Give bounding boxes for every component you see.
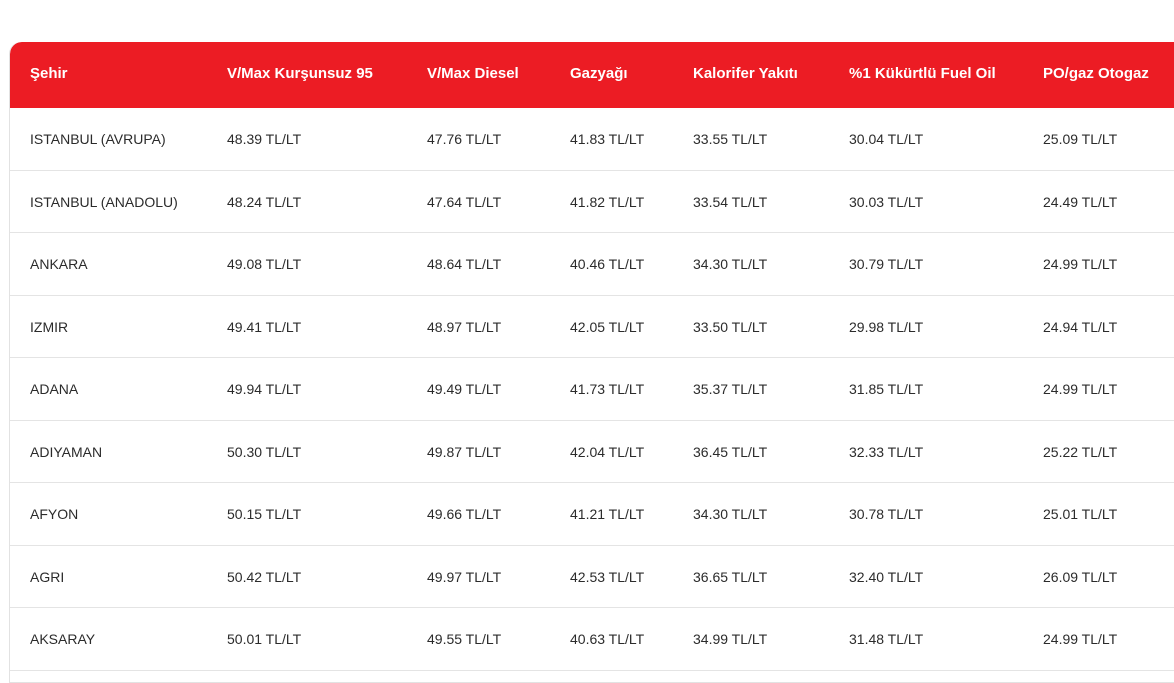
price-cell: 24.99 TL/LT <box>1043 631 1118 647</box>
price-cell: 30.04 TL/LT <box>849 131 924 147</box>
price-cell: 25.22 TL/LT <box>1043 443 1118 460</box>
price-cell: 30.03 TL/LT <box>849 193 924 210</box>
price-cell: 32.33 TL/LT <box>849 443 924 460</box>
price-cell: 32.40 TL/LT <box>849 568 924 585</box>
city-cell: AGRI <box>30 568 65 585</box>
price-cell: 34.99 TL/LT <box>693 631 768 647</box>
column-header-vmax-kursunsuz-95[interactable]: V/Max Kurşunsuz 95 <box>227 65 373 82</box>
price-cell: 41.83 TL/LT <box>570 131 645 147</box>
city-cell: AKSARAY <box>30 631 96 647</box>
price-cell: 49.97 TL/LT <box>427 568 502 585</box>
price-cell: 49.94 TL/LT <box>227 381 302 397</box>
table-row: AFYON 50.15 TL/LT 49.66 TL/LT 41.21 TL/L… <box>10 483 1174 546</box>
city-cell: IZMIR <box>30 318 69 335</box>
price-cell: 26.09 TL/LT <box>1043 568 1118 585</box>
price-cell: 34.30 TL/LT <box>693 506 768 522</box>
price-cell: 49.41 TL/LT <box>227 318 302 335</box>
price-cell: 40.63 TL/LT <box>570 631 645 647</box>
price-cell: 35.37 TL/LT <box>693 381 768 397</box>
price-cell: 50.01 TL/LT <box>227 631 302 647</box>
price-cell: 36.45 TL/LT <box>693 443 768 460</box>
price-cell: 29.98 TL/LT <box>849 318 924 335</box>
price-cell: 50.30 TL/LT <box>227 443 302 460</box>
column-header-vmax-diesel[interactable]: V/Max Diesel <box>427 65 519 82</box>
price-cell: 41.73 TL/LT <box>570 381 645 397</box>
table-row: AKSARAY 50.01 TL/LT 49.55 TL/LT 40.63 TL… <box>10 608 1174 671</box>
table-row: ISTANBUL (AVRUPA) 48.39 TL/LT 47.76 TL/L… <box>10 108 1174 171</box>
price-cell: 33.50 TL/LT <box>693 318 768 335</box>
price-cell: 48.24 TL/LT <box>227 193 302 210</box>
city-cell: ISTANBUL (ANADOLU) <box>30 193 178 210</box>
price-cell: 48.97 TL/LT <box>427 318 502 335</box>
price-cell: 49.87 TL/LT <box>427 443 502 460</box>
price-cell: 50.42 TL/LT <box>227 568 302 585</box>
city-cell: ISTANBUL (AVRUPA) <box>30 131 166 147</box>
price-cell: 25.01 TL/LT <box>1043 506 1118 522</box>
price-cell: 31.85 TL/LT <box>849 381 924 397</box>
price-cell: 36.65 TL/LT <box>693 568 768 585</box>
city-cell: ADANA <box>30 381 79 397</box>
table-row: ADANA 49.94 TL/LT 49.49 TL/LT 41.73 TL/L… <box>10 358 1174 421</box>
price-cell: 41.21 TL/LT <box>570 506 645 522</box>
price-cell: 31.48 TL/LT <box>849 631 924 647</box>
price-cell: 41.82 TL/LT <box>570 193 645 210</box>
column-header-fuel-oil[interactable]: %1 Kükürtlü Fuel Oil <box>849 65 996 82</box>
price-cell: 42.53 TL/LT <box>570 568 645 585</box>
city-cell: ADIYAMAN <box>30 443 103 460</box>
city-cell: AFYON <box>30 506 79 522</box>
price-cell: 24.94 TL/LT <box>1043 318 1118 335</box>
price-cell: 33.54 TL/LT <box>693 193 768 210</box>
price-cell: 47.64 TL/LT <box>427 193 502 210</box>
column-header-city[interactable]: Şehir <box>30 65 68 82</box>
price-cell: 50.15 TL/LT <box>227 506 302 522</box>
price-cell: 49.08 TL/LT <box>227 256 302 272</box>
price-cell: 42.04 TL/LT <box>570 443 645 460</box>
table-row: IZMIR 49.41 TL/LT 48.97 TL/LT 42.05 TL/L… <box>10 296 1174 358</box>
column-header-otogaz[interactable]: PO/gaz Otogaz <box>1043 65 1149 82</box>
price-cell: 49.66 TL/LT <box>427 506 502 522</box>
price-cell: 48.39 TL/LT <box>227 131 302 147</box>
price-cell: 49.49 TL/LT <box>427 381 502 397</box>
price-cell: 30.78 TL/LT <box>849 506 924 522</box>
price-cell: 25.09 TL/LT <box>1043 131 1118 147</box>
price-cell: 48.64 TL/LT <box>427 256 502 272</box>
table-row: ANKARA 49.08 TL/LT 48.64 TL/LT 40.46 TL/… <box>10 233 1174 296</box>
column-header-gazyagi[interactable]: Gazyağı <box>570 65 628 82</box>
price-cell: 40.46 TL/LT <box>570 256 645 272</box>
table-row: AGRI 50.42 TL/LT 49.97 TL/LT 42.53 TL/LT… <box>10 546 1174 608</box>
table-header: Şehir V/Max Kurşunsuz 95 V/Max Diesel Ga… <box>10 42 1174 108</box>
price-cell: 30.79 TL/LT <box>849 256 924 272</box>
fuel-price-table: Şehir V/Max Kurşunsuz 95 V/Max Diesel Ga… <box>9 42 1174 683</box>
column-header-kalorifer-yakiti[interactable]: Kalorifer Yakıtı <box>693 65 798 82</box>
price-cell: 42.05 TL/LT <box>570 318 645 335</box>
table-row: ISTANBUL (ANADOLU) 48.24 TL/LT 47.64 TL/… <box>10 171 1174 233</box>
price-cell: 24.49 TL/LT <box>1043 193 1118 210</box>
price-cell: 24.99 TL/LT <box>1043 256 1118 272</box>
price-cell: 47.76 TL/LT <box>427 131 502 147</box>
price-cell: 33.55 TL/LT <box>693 131 768 147</box>
city-cell: ANKARA <box>30 256 88 272</box>
price-cell: 34.30 TL/LT <box>693 256 768 272</box>
table-row: ADIYAMAN 50.30 TL/LT 49.87 TL/LT 42.04 T… <box>10 421 1174 483</box>
price-cell: 49.55 TL/LT <box>427 631 502 647</box>
price-cell: 24.99 TL/LT <box>1043 381 1118 397</box>
